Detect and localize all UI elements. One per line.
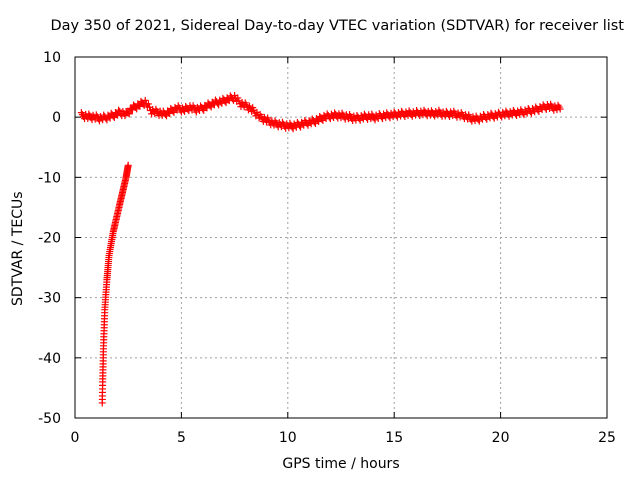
y-tick-label: 0 <box>52 110 61 126</box>
y-tick-label: -30 <box>38 291 61 307</box>
data-point <box>144 100 152 108</box>
y-tick-label: -10 <box>38 170 61 186</box>
data-points <box>77 92 564 407</box>
y-tick-label: -50 <box>38 411 61 427</box>
y-axis-label: SDTVAR / TECUs <box>10 191 26 306</box>
data-point <box>124 109 132 117</box>
data-point <box>556 105 564 113</box>
x-tick-label: 0 <box>71 430 80 446</box>
series-main-trace <box>77 92 564 133</box>
x-tick-label: 10 <box>279 430 297 446</box>
x-tick-label: 20 <box>492 430 510 446</box>
y-tick-label: 10 <box>43 50 61 66</box>
data-point <box>125 110 133 118</box>
data-point <box>98 399 106 407</box>
x-tick-label: 5 <box>177 430 186 446</box>
x-tick-labels: 0 5 10 15 20 25 <box>71 430 616 446</box>
y-tick-label: -40 <box>38 351 61 367</box>
data-point <box>332 111 340 119</box>
x-tick-label: 15 <box>385 430 403 446</box>
y-tick-labels: -50 -40 -30 -20 -10 0 10 <box>38 50 61 427</box>
plot-frame <box>74 56 608 419</box>
data-point <box>141 96 149 104</box>
y-tick-label: -20 <box>38 231 61 247</box>
x-axis-label: GPS time / hours <box>282 456 400 472</box>
grid-lines <box>75 57 607 418</box>
series-descending-arc <box>98 161 132 407</box>
x-tick-label: 25 <box>598 430 616 446</box>
data-point <box>184 105 192 113</box>
chart-title: Day 350 of 2021, Sidereal Day-to-day VTE… <box>50 18 624 34</box>
